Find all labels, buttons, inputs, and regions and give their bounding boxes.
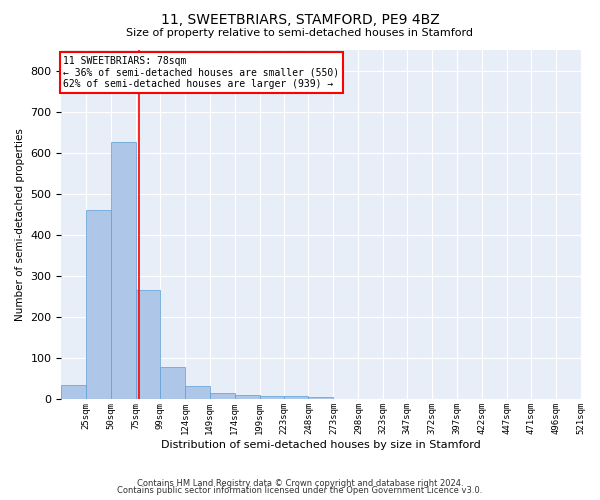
Bar bbox=[136, 290, 160, 400]
Text: Contains public sector information licensed under the Open Government Licence v3: Contains public sector information licen… bbox=[118, 486, 482, 495]
Y-axis label: Number of semi-detached properties: Number of semi-detached properties bbox=[15, 128, 25, 321]
Text: 11, SWEETBRIARS, STAMFORD, PE9 4BZ: 11, SWEETBRIARS, STAMFORD, PE9 4BZ bbox=[161, 12, 439, 26]
Bar bbox=[284, 396, 308, 400]
Text: Size of property relative to semi-detached houses in Stamford: Size of property relative to semi-detach… bbox=[127, 28, 473, 38]
Bar bbox=[210, 394, 235, 400]
Bar bbox=[235, 396, 260, 400]
Bar bbox=[160, 366, 185, 400]
Bar bbox=[86, 210, 111, 400]
Bar bbox=[111, 142, 136, 400]
Text: 11 SWEETBRIARS: 78sqm
← 36% of semi-detached houses are smaller (550)
62% of sem: 11 SWEETBRIARS: 78sqm ← 36% of semi-deta… bbox=[64, 56, 340, 90]
Bar bbox=[308, 398, 334, 400]
Bar bbox=[61, 385, 86, 400]
X-axis label: Distribution of semi-detached houses by size in Stamford: Distribution of semi-detached houses by … bbox=[161, 440, 481, 450]
Bar bbox=[260, 396, 284, 400]
Text: Contains HM Land Registry data © Crown copyright and database right 2024.: Contains HM Land Registry data © Crown c… bbox=[137, 478, 463, 488]
Bar bbox=[185, 386, 210, 400]
